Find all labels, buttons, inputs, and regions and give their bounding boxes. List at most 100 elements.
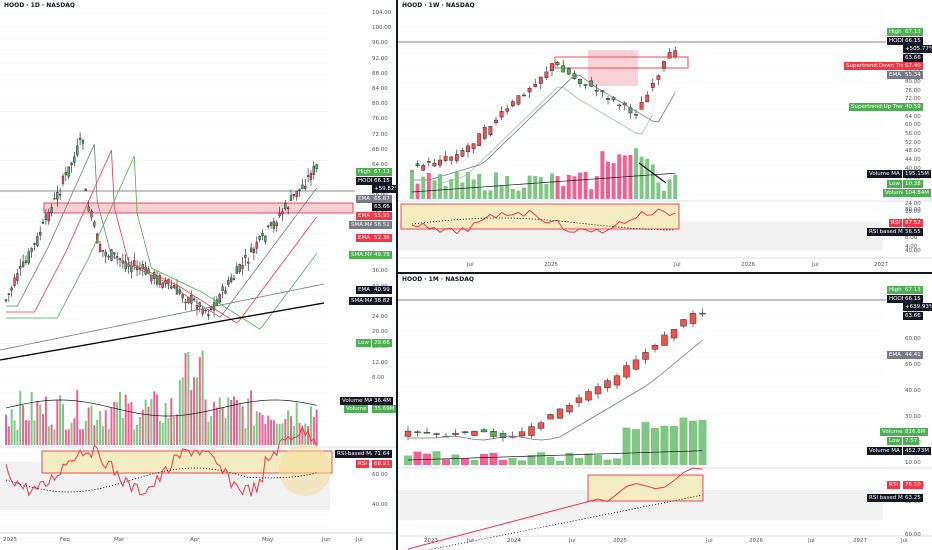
weekly-volume-bar bbox=[477, 174, 482, 199]
monthly-candle-body bbox=[471, 430, 478, 436]
daily-volume-bar bbox=[76, 390, 79, 445]
daily-volume-bar bbox=[207, 421, 210, 445]
monthly-volume-bar bbox=[451, 454, 460, 465]
price-scale-label: Supertrend:Up Trend bbox=[849, 103, 910, 111]
price-scale-label: RSI based MA bbox=[867, 228, 909, 236]
monthly-volume-ma bbox=[407, 450, 703, 461]
weekly-volume-bar bbox=[421, 176, 426, 199]
weekly-candle-body bbox=[505, 108, 510, 112]
daily-volume-bar bbox=[101, 426, 104, 445]
price-scale-label: 63.66 bbox=[903, 54, 923, 62]
price-scale-label: HOOD bbox=[887, 295, 909, 303]
daily-volume-bar bbox=[16, 429, 19, 445]
price-axis-tick: 40.00 bbox=[905, 248, 921, 254]
daily-candle-body bbox=[158, 275, 162, 286]
daily-candle-body bbox=[244, 255, 247, 258]
weekly-candle-body bbox=[606, 97, 610, 100]
daily-candle-body bbox=[258, 236, 261, 240]
daily-candle-body bbox=[56, 192, 59, 200]
daily-candle-body bbox=[107, 255, 110, 258]
daily-chart-canvas[interactable] bbox=[0, 0, 396, 550]
monthly-volume-bar bbox=[556, 460, 564, 465]
weekly-volume-bar bbox=[645, 158, 650, 199]
vertical-divider[interactable] bbox=[396, 0, 398, 550]
price-scale-label: RSI bbox=[889, 219, 902, 227]
weekly-volume-bar bbox=[499, 186, 504, 199]
weekly-candle-body bbox=[550, 63, 554, 71]
daily-volume-bar bbox=[79, 429, 82, 445]
daily-candle-body bbox=[81, 140, 85, 144]
daily-volume-bar bbox=[195, 377, 198, 445]
time-axis-tick: 2027 bbox=[874, 262, 888, 268]
daily-volume-bar bbox=[30, 392, 33, 445]
monthly-chart-panel[interactable]: HOOD · 1M · NASDAQ 70.0060.0050.0040.003… bbox=[398, 274, 932, 550]
daily-volume-bar bbox=[201, 350, 204, 445]
daily-volume-bar bbox=[87, 407, 90, 445]
resistance-box bbox=[554, 56, 689, 69]
daily-candle-body bbox=[227, 280, 230, 285]
daily-candle-body bbox=[47, 211, 50, 222]
price-axis-tick: 50.00 bbox=[905, 362, 921, 368]
daily-volume-bar bbox=[116, 402, 119, 445]
price-axis-tick: 76.00 bbox=[372, 116, 388, 123]
price-scale-label: 38.82 bbox=[372, 297, 392, 305]
price-axis-tick: 80.00 bbox=[905, 207, 921, 213]
monthly-volume-bar bbox=[641, 421, 650, 465]
weekly-candle-body bbox=[634, 114, 638, 116]
price-scale-label: Volume MA bbox=[867, 170, 902, 178]
price-axis-tick: 104.00 bbox=[372, 10, 392, 16]
daily-candle-body bbox=[275, 222, 278, 226]
weekly-volume-bar bbox=[505, 175, 510, 199]
monthly-volume-bar bbox=[565, 452, 574, 465]
weekly-candle-body bbox=[477, 133, 482, 146]
weekly-volume-bar bbox=[494, 172, 498, 199]
daily-candle-body bbox=[61, 175, 65, 184]
daily-volume-bar bbox=[133, 429, 136, 445]
price-scale-label: 66.15 bbox=[372, 177, 392, 185]
price-axis-tick: 40.00 bbox=[372, 502, 388, 508]
daily-volume-bar bbox=[36, 401, 39, 445]
weekly-volume-bar bbox=[466, 171, 470, 199]
daily-volume-bar bbox=[147, 406, 150, 445]
weekly-candle-body bbox=[426, 161, 431, 163]
daily-candle-body bbox=[312, 165, 315, 175]
daily-candle-body bbox=[4, 299, 8, 302]
daily-candle-body bbox=[30, 248, 33, 252]
monthly-candle-body bbox=[680, 319, 687, 327]
weekly-volume-bar bbox=[673, 174, 678, 199]
weekly-chart-panel[interactable]: HOOD · 1W · NASDAQ 96.0092.0088.0084.008… bbox=[398, 0, 932, 272]
rsi-highlight-circle bbox=[279, 444, 331, 496]
time-axis-tick: Feb bbox=[60, 537, 70, 543]
monthly-rsi-ma bbox=[425, 494, 703, 550]
daily-volume-bar bbox=[141, 409, 144, 445]
weekly-candle-body bbox=[656, 75, 661, 80]
weekly-candle-body bbox=[527, 87, 532, 93]
daily-volume-bar bbox=[270, 419, 273, 445]
weekly-chart-canvas[interactable] bbox=[398, 0, 932, 272]
monthly-volume-bar bbox=[480, 454, 488, 465]
weekly-volume-bar bbox=[533, 175, 538, 199]
monthly-volume-bar bbox=[546, 456, 555, 465]
monthly-volume-bar bbox=[632, 429, 640, 465]
daily-volume-bar bbox=[81, 429, 84, 445]
monthly-candle-body bbox=[651, 345, 659, 350]
daily-chart-panel[interactable]: HOOD · 1D · NASDAQ 104.00 100.00 96.00 92.0… bbox=[0, 0, 396, 550]
weekly-volume-bar bbox=[656, 182, 661, 199]
daily-volume-bar bbox=[47, 426, 50, 445]
monthly-chart-canvas[interactable] bbox=[398, 274, 932, 550]
daily-volume-bar bbox=[176, 414, 178, 445]
monthly-volume-bar bbox=[651, 427, 659, 465]
daily-candle-body bbox=[295, 190, 298, 197]
daily-candle-body bbox=[44, 214, 48, 220]
price-scale-label: Supertrend:Down Trend bbox=[844, 62, 914, 70]
weekly-volume-bar bbox=[550, 173, 554, 199]
daily-candle-body bbox=[16, 273, 19, 281]
horizontal-divider[interactable] bbox=[398, 272, 932, 274]
daily-volume-bar bbox=[22, 405, 25, 445]
daily-candle-body bbox=[241, 264, 244, 269]
monthly-candle-body bbox=[594, 386, 602, 395]
daily-candle-body bbox=[10, 287, 13, 291]
weekly-candle-body bbox=[533, 84, 538, 87]
daily-candle-body bbox=[7, 293, 11, 295]
price-scale-label: 65.87 bbox=[372, 195, 392, 203]
